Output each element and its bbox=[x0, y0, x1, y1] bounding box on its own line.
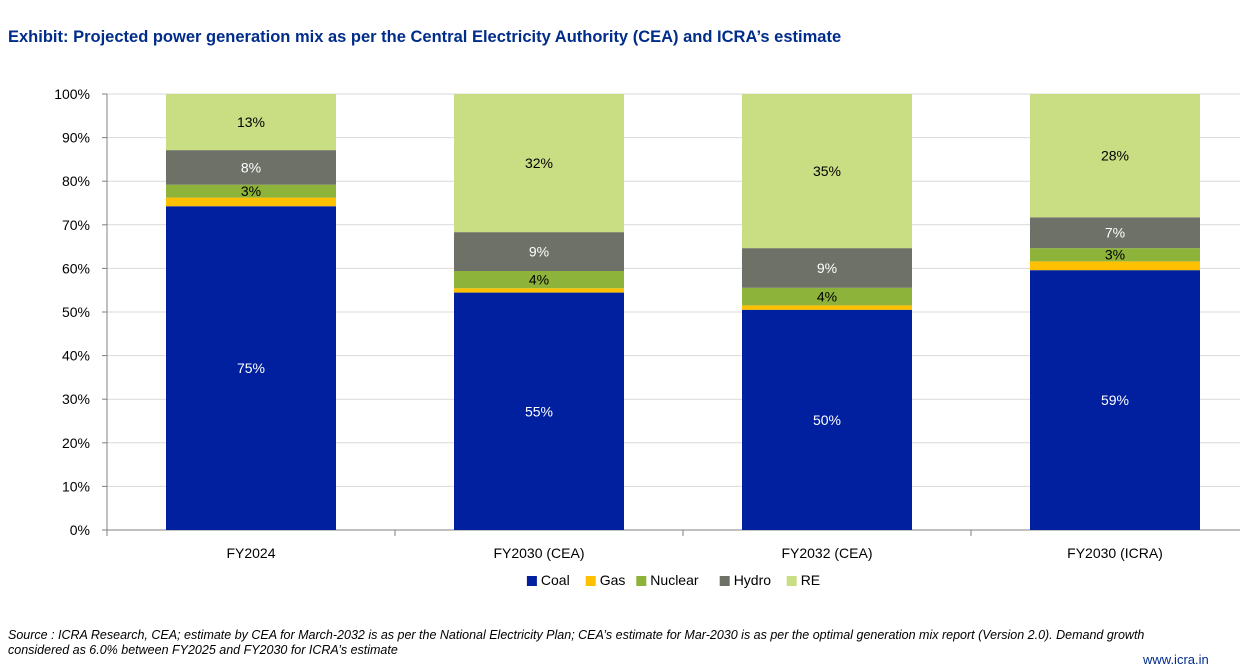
data-label: 4% bbox=[529, 272, 549, 288]
legend-swatch-hydro bbox=[719, 576, 730, 586]
y-tick-label: 50% bbox=[62, 304, 90, 320]
legend-label: Nuclear bbox=[650, 572, 699, 588]
y-tick-label: 70% bbox=[62, 217, 90, 233]
chart-title: Exhibit: Projected power generation mix … bbox=[8, 28, 842, 46]
bar-segment-gas bbox=[166, 197, 336, 207]
bar-segment-gas bbox=[454, 288, 624, 293]
x-tick-label: FY2032 (CEA) bbox=[781, 545, 872, 561]
bar-segment-nuclear bbox=[742, 287, 912, 306]
bar-segment-hydro bbox=[454, 232, 624, 271]
source-note: Source : ICRA Research, CEA; estimate by… bbox=[8, 628, 1145, 657]
bar-segment-re bbox=[166, 94, 336, 151]
bar-segment-re bbox=[742, 94, 912, 249]
bar-segment-coal bbox=[454, 292, 624, 530]
legend-label: RE bbox=[801, 572, 820, 588]
y-tick-label: 30% bbox=[62, 391, 90, 407]
legend-swatch-coal bbox=[526, 576, 537, 586]
legend-swatch-nuclear bbox=[636, 576, 647, 586]
x-tick-label: FY2024 bbox=[226, 545, 275, 561]
data-label: 55% bbox=[525, 403, 553, 419]
bar-segment-nuclear bbox=[454, 270, 624, 289]
bar-segment-re bbox=[1030, 94, 1200, 218]
legend-swatch-gas bbox=[585, 576, 596, 586]
bar-segment-coal bbox=[1030, 270, 1200, 530]
y-tick-label: 0% bbox=[70, 522, 90, 538]
data-label: 9% bbox=[817, 260, 837, 276]
footer-url[interactable]: www.icra.in bbox=[1143, 652, 1209, 667]
y-tick-label: 100% bbox=[54, 86, 90, 102]
data-label: 13% bbox=[237, 114, 265, 130]
x-tick-label: FY2030 (ICRA) bbox=[1067, 545, 1163, 561]
bar-segment-hydro bbox=[742, 248, 912, 288]
data-label: 9% bbox=[529, 244, 549, 260]
y-tick-label: 10% bbox=[62, 478, 90, 494]
x-tick-label: FY2030 (CEA) bbox=[493, 545, 584, 561]
bar-segment-hydro bbox=[166, 150, 336, 185]
y-tick-label: 80% bbox=[62, 173, 90, 189]
bar-segment-nuclear bbox=[1030, 248, 1200, 262]
data-label: 3% bbox=[241, 183, 261, 199]
data-label: 35% bbox=[813, 163, 841, 179]
data-label: 8% bbox=[241, 159, 261, 175]
y-tick-label: 60% bbox=[62, 260, 90, 276]
legend-label: Hydro bbox=[734, 572, 772, 588]
data-label: 50% bbox=[813, 412, 841, 428]
legend-label: Coal bbox=[541, 572, 570, 588]
bar-segment-nuclear bbox=[166, 184, 336, 198]
data-label: 7% bbox=[1105, 225, 1125, 241]
data-label: 4% bbox=[817, 289, 837, 305]
data-label: 32% bbox=[525, 155, 553, 171]
bar-segment-gas bbox=[1030, 261, 1200, 271]
y-tick-label: 20% bbox=[62, 435, 90, 451]
legend-label: Gas bbox=[600, 572, 626, 588]
bar-segment-re bbox=[454, 94, 624, 233]
bar-segment-gas bbox=[742, 305, 912, 310]
y-tick-label: 40% bbox=[62, 348, 90, 364]
data-label: 59% bbox=[1101, 392, 1129, 408]
bar-segment-coal bbox=[166, 206, 336, 531]
bar-segment-hydro bbox=[1030, 217, 1200, 249]
bar-segment-coal bbox=[742, 309, 912, 530]
stacked-bar-chart: 0% 10% 20% 30% 40% 50% 60% 70% 80% 90% 100% 75% 3% 8%… bbox=[54, 86, 1240, 588]
data-label: 3% bbox=[1105, 247, 1125, 263]
y-tick-label: 90% bbox=[62, 130, 90, 146]
legend-swatch-re bbox=[786, 576, 797, 586]
data-label: 28% bbox=[1101, 148, 1129, 164]
data-label: 75% bbox=[237, 360, 265, 376]
